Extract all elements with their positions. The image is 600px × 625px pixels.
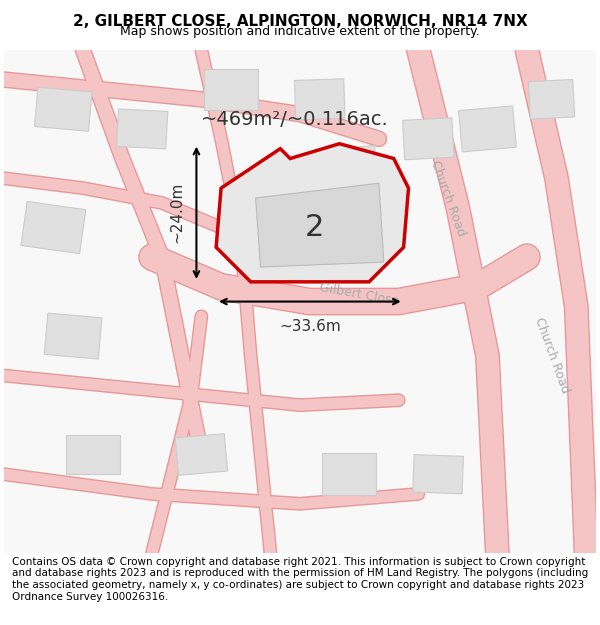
Bar xyxy=(204,69,258,110)
Text: Church Road: Church Road xyxy=(532,316,571,396)
Text: ~33.6m: ~33.6m xyxy=(279,319,341,334)
Text: 2: 2 xyxy=(305,213,325,242)
Bar xyxy=(529,79,575,119)
Text: Gilbert Close: Gilbert Close xyxy=(319,281,400,308)
Bar xyxy=(44,313,102,359)
Text: ~469m²/~0.116ac.: ~469m²/~0.116ac. xyxy=(201,109,389,129)
Bar xyxy=(320,146,378,191)
Bar xyxy=(34,87,92,131)
Polygon shape xyxy=(256,183,384,267)
Bar xyxy=(295,79,345,120)
Bar xyxy=(413,454,463,494)
Bar xyxy=(403,118,454,160)
Text: Church Road: Church Road xyxy=(428,158,468,238)
Bar xyxy=(175,434,227,475)
Bar xyxy=(66,435,120,474)
Bar xyxy=(322,454,376,495)
Polygon shape xyxy=(216,144,409,282)
Bar xyxy=(458,106,516,152)
Bar xyxy=(116,109,168,149)
Text: Contains OS data © Crown copyright and database right 2021. This information is : Contains OS data © Crown copyright and d… xyxy=(12,557,588,601)
Text: ~24.0m: ~24.0m xyxy=(170,182,185,244)
Bar xyxy=(21,201,86,254)
Text: Map shows position and indicative extent of the property.: Map shows position and indicative extent… xyxy=(120,24,480,38)
Text: 2, GILBERT CLOSE, ALPINGTON, NORWICH, NR14 7NX: 2, GILBERT CLOSE, ALPINGTON, NORWICH, NR… xyxy=(73,14,527,29)
